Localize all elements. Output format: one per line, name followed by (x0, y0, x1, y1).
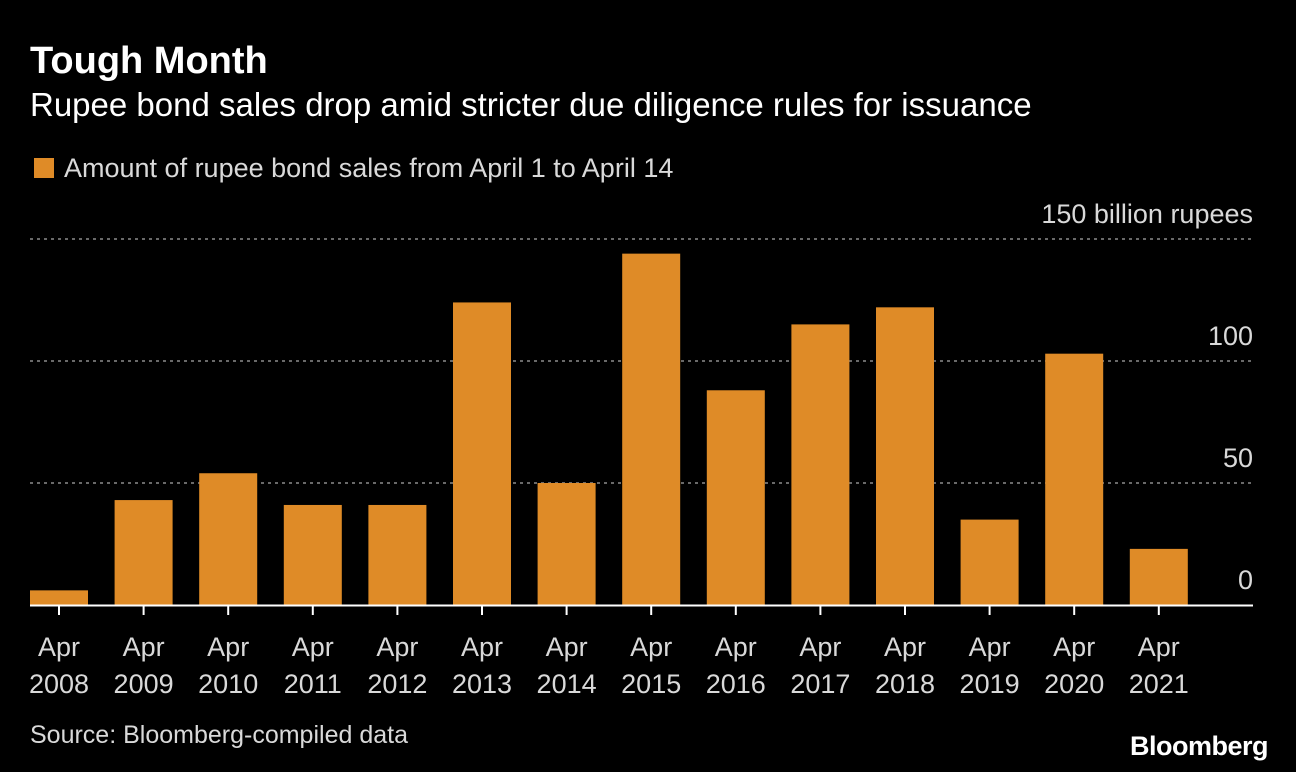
legend: Amount of rupee bond sales from April 1 … (34, 150, 673, 186)
bar-2017 (791, 324, 850, 605)
x-tick-month: Apr (123, 632, 165, 662)
x-tick-month: Apr (376, 632, 418, 662)
x-tick-label-2011: Apr 2011 (284, 632, 342, 699)
bar-2021 (1129, 548, 1188, 605)
x-tick-month: Apr (292, 632, 334, 662)
y-axis-labels: 0 50 100 150 billion rupees (1041, 199, 1253, 595)
x-tick-label-2013: Apr 2013 (452, 632, 512, 699)
legend-label: Amount of rupee bond sales from April 1 … (64, 152, 674, 183)
bar-2020 (1045, 353, 1104, 605)
x-tick-month: Apr (630, 632, 672, 662)
x-tick-year: 2019 (960, 669, 1020, 699)
bars (30, 253, 1188, 605)
x-tick-year: 2018 (875, 669, 935, 699)
x-tick-year: 2015 (621, 669, 681, 699)
bloomberg-logo: Bloomberg (1129, 731, 1269, 761)
y-tick-label-150: 150 billion rupees (1041, 199, 1253, 229)
x-tick-label-2010: Apr 2010 (198, 632, 258, 699)
x-tick-year: 2021 (1129, 669, 1189, 699)
bar-2009 (114, 500, 173, 605)
x-tick-label-2017: Apr 2017 (790, 632, 850, 699)
x-tick-label-2015: Apr 2015 (621, 632, 681, 699)
chart-subtitle: Rupee bond sales drop amid stricter due … (30, 86, 1032, 123)
x-tick-year: 2009 (114, 669, 174, 699)
y-tick-label-0: 0 (1238, 565, 1253, 595)
x-tick-month: Apr (207, 632, 249, 662)
bar-2014 (537, 483, 596, 605)
x-tick-year: 2013 (452, 669, 512, 699)
x-tick-label-2018: Apr 2018 (875, 632, 935, 699)
x-tick-label-2019: Apr 2019 (960, 632, 1020, 699)
x-tick-label-2020: Apr 2020 (1044, 632, 1104, 699)
x-tick-month: Apr (884, 632, 926, 662)
source-note: Source: Bloomberg-compiled data (30, 721, 408, 749)
x-tick-label-2021: Apr 2021 (1129, 632, 1189, 699)
x-axis-labels: Apr 2008 Apr 2009 Apr 2010 Apr 2011 Apr 2012 Apr 20… (29, 632, 1189, 699)
x-tick-year: 2012 (367, 669, 427, 699)
bar-2013 (453, 302, 511, 605)
bar-2019 (960, 519, 1019, 605)
x-tick-year: 2008 (29, 669, 89, 699)
bar-2018 (876, 307, 934, 605)
x-tick-year: 2017 (790, 669, 850, 699)
x-tick-year: 2020 (1044, 669, 1104, 699)
x-tick-year: 2014 (537, 669, 597, 699)
chart-title: Tough Month (30, 40, 268, 82)
y-tick-label-50: 50 (1223, 443, 1253, 473)
x-tick-month: Apr (715, 632, 757, 662)
x-tick-month: Apr (799, 632, 841, 662)
bar-2012 (368, 504, 427, 605)
legend-swatch (34, 158, 54, 178)
x-tick-month: Apr (38, 632, 80, 662)
x-tick-month: Apr (1053, 632, 1095, 662)
x-tick-label-2009: Apr 2009 (114, 632, 174, 699)
y-tick-label-100: 100 (1208, 321, 1253, 351)
x-tick-year: 2011 (284, 669, 342, 699)
x-tick-year: 2010 (198, 669, 258, 699)
bar-2010 (199, 473, 258, 605)
x-tick-month: Apr (461, 632, 503, 662)
x-tick-month: Apr (969, 632, 1011, 662)
x-tick-label-2012: Apr 2012 (367, 632, 427, 699)
bar-2016 (706, 390, 765, 605)
bar-2008 (30, 590, 88, 605)
x-tick-label-2016: Apr 2016 (706, 632, 766, 699)
x-axis (30, 604, 1253, 615)
bar-2011 (283, 504, 342, 605)
x-tick-month: Apr (1138, 632, 1180, 662)
bar-2015 (622, 253, 681, 605)
x-tick-year: 2016 (706, 669, 766, 699)
x-tick-label-2008: Apr 2008 (29, 632, 89, 699)
x-tick-label-2014: Apr 2014 (537, 632, 597, 699)
x-tick-month: Apr (546, 632, 588, 662)
